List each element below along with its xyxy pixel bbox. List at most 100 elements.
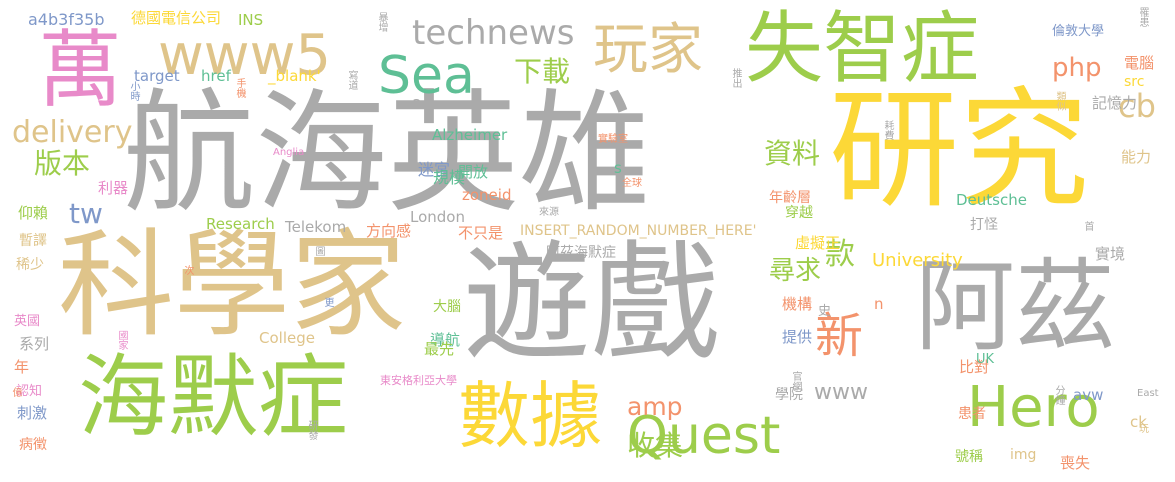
word-40: London: [410, 208, 465, 226]
word-23: 款: [825, 237, 855, 272]
word-13: Hero: [967, 375, 1100, 440]
word-47: Deutsche: [956, 191, 1027, 209]
word-51: 虛擬正: [795, 234, 841, 252]
word-86: s: [614, 159, 622, 177]
word-0: 航海英雄: [123, 77, 651, 231]
word-60: 學院: [775, 387, 803, 403]
word-69: 實境: [1095, 245, 1126, 263]
word-101: 耗費: [882, 120, 893, 140]
word-44: 不只是: [458, 224, 504, 242]
word-28: University: [872, 250, 963, 271]
word-59: 患者: [958, 406, 986, 422]
word-27: www: [814, 380, 868, 405]
word-6: 失智症: [745, 4, 980, 94]
word-105: 研發: [306, 420, 317, 440]
word-2: 遊戲: [463, 229, 720, 378]
word-82: 利器: [98, 179, 129, 197]
word-85: 史: [818, 304, 832, 319]
word-88: Anglia: [273, 147, 305, 158]
word-15: 新: [815, 308, 864, 364]
word-31: INS: [238, 11, 264, 29]
word-109: 更: [322, 297, 333, 307]
word-38: 規模: [433, 168, 466, 187]
word-78: 病徵: [19, 437, 47, 453]
word-68: 能力: [1121, 148, 1152, 166]
word-61: 號稱: [955, 449, 983, 465]
word-54: 導航: [430, 331, 461, 349]
word-10: Sea: [378, 46, 475, 106]
word-52: 機構: [782, 295, 813, 313]
word-55: College: [259, 329, 315, 347]
word-25: amp: [627, 392, 683, 421]
word-64: ck: [1130, 413, 1147, 431]
word-1: 研究: [829, 74, 1090, 226]
word-45: INSERT_RANDOM_NUMBER_HERE': [520, 223, 757, 239]
word-9: www5: [158, 23, 332, 88]
word-73: 系列: [19, 335, 50, 353]
word-49: 年齡層: [769, 190, 811, 206]
word-107: 次: [182, 265, 193, 275]
word-89: East: [1137, 388, 1159, 399]
word-50: 穿越: [785, 205, 813, 221]
word-67: 記憶力: [1092, 94, 1138, 112]
word-79: 稀少: [16, 257, 44, 273]
word-21: 資料: [764, 137, 821, 170]
word-39: zoneid: [462, 186, 512, 204]
word-20: 版本: [34, 147, 91, 180]
word-63: 喪失: [1060, 454, 1091, 472]
word-80: 暫譯: [19, 233, 47, 249]
word-70: 倫敦大學: [1052, 24, 1105, 39]
word-43: 方向感: [366, 222, 412, 240]
word-81: 仰賴: [18, 204, 49, 222]
word-87: a: [412, 93, 422, 112]
word-30: 德國電信公司: [131, 9, 222, 27]
word-100: 類似: [1054, 91, 1065, 111]
word-53: 大腦: [433, 299, 461, 315]
word-37: 開放: [458, 163, 489, 181]
word-99: 罹患: [1137, 7, 1148, 27]
word-72: src: [1124, 74, 1145, 90]
word-77: 刺激: [17, 404, 48, 422]
word-84: n: [874, 295, 884, 313]
word-12: Quest: [627, 406, 781, 466]
word-71: 電腦: [1124, 54, 1155, 72]
word-35: Alzheimer: [432, 126, 508, 144]
word-94: 實驗室: [598, 134, 628, 145]
word-93: 來源: [539, 207, 559, 218]
word-34: _blank': [268, 67, 321, 85]
word-22: tw: [69, 197, 103, 230]
word-33: href: [201, 67, 231, 85]
word-32: target: [134, 67, 180, 85]
word-103: 分鐘: [1053, 385, 1064, 405]
word-4: 海默症: [78, 345, 348, 450]
word-92: 全球: [622, 178, 642, 189]
word-102: 暴增: [376, 12, 387, 32]
word-24: 尋求: [769, 256, 822, 286]
word-8: 萬: [38, 21, 123, 119]
word-98: 推出: [730, 68, 741, 88]
word-76: 認知: [16, 384, 43, 399]
word-74: 英國: [14, 314, 41, 329]
word-7: 數據: [458, 374, 603, 458]
word-46: 阿茲海默症: [546, 245, 616, 261]
word-62: img: [1010, 447, 1037, 463]
word-57: 提供: [782, 328, 813, 346]
word-58: 比對: [959, 358, 990, 376]
word-96: 寫道: [346, 70, 357, 90]
word-41: Research: [206, 215, 275, 233]
word-14: technews: [412, 13, 575, 53]
word-48: 打怪: [970, 217, 998, 233]
word-91: 首: [1082, 221, 1093, 231]
word-95: 手機: [234, 78, 245, 98]
word-36: 迷宮: [418, 160, 451, 179]
word-5: 阿茲: [915, 248, 1115, 365]
word-29: a4b3f35b: [28, 10, 105, 29]
word-97: 小時: [128, 81, 139, 101]
word-42: Telekom: [285, 218, 347, 236]
word-104: 官網: [790, 371, 801, 391]
word-18: cb: [1118, 87, 1156, 125]
word-108: 圖: [313, 246, 324, 256]
word-56: 最先: [424, 340, 455, 358]
word-11: 玩家: [593, 17, 704, 81]
